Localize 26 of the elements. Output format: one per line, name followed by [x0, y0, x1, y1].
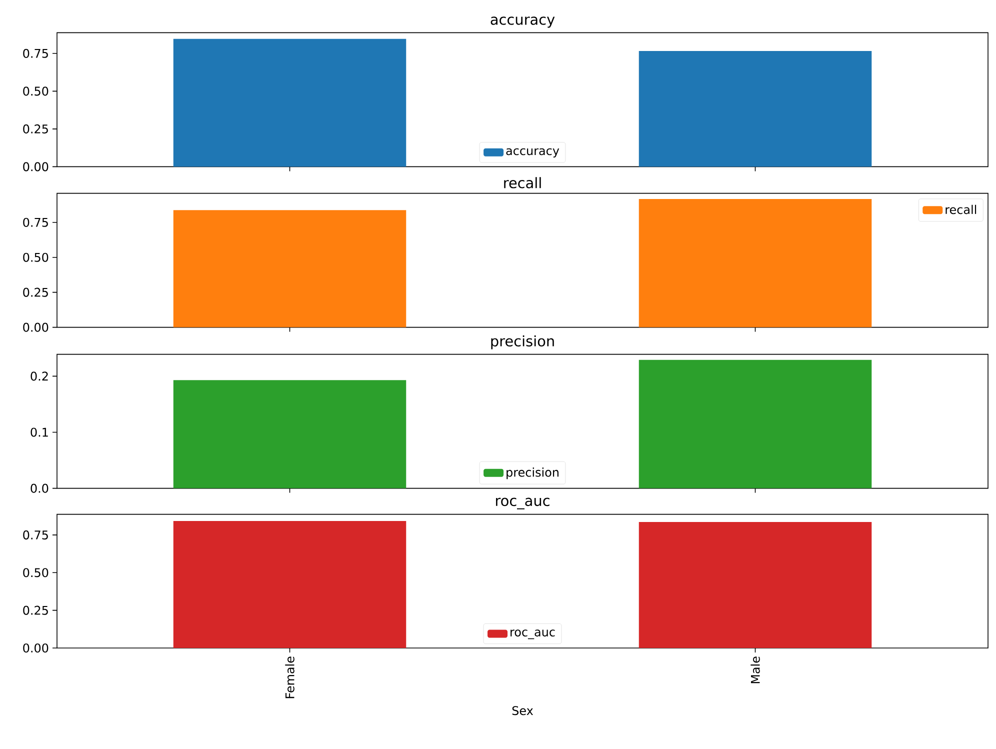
- x-axis-title: Sex: [512, 706, 534, 716]
- y-tick-label: 0.25: [23, 288, 48, 297]
- y-tick-label: 0.00: [23, 322, 48, 332]
- chart-title: precision: [491, 335, 554, 350]
- chart-title: recall: [504, 177, 541, 188]
- y-tick-label: 0.00: [23, 162, 48, 172]
- legend-label: precision: [506, 468, 558, 480]
- chart-title: roc_auc: [496, 498, 550, 510]
- y-tick-label: 0.2: [30, 372, 48, 381]
- y-tick-label: 0.50: [23, 86, 48, 96]
- chart-title: accuracy: [490, 16, 555, 28]
- y-tick-label: 0.75: [23, 48, 48, 58]
- y-tick-label: 0.25: [23, 606, 48, 615]
- legend-label: accuracy: [506, 148, 560, 158]
- y-tick-label: 0.00: [23, 643, 48, 653]
- y-tick-label: 0.0: [30, 484, 48, 493]
- x-tick-label: Male: [750, 656, 760, 684]
- y-tick-label: 0.75: [23, 530, 48, 540]
- x-tick-label: Female: [285, 656, 294, 698]
- y-tick-label: 0.25: [23, 124, 48, 134]
- y-tick-label: 0.50: [23, 252, 48, 262]
- y-tick-label: 0.1: [30, 428, 48, 437]
- legend-label: recall: [946, 204, 976, 214]
- y-tick-label: 0.50: [23, 568, 48, 578]
- legend-label: roc_auc: [510, 630, 555, 640]
- y-tick-label: 0.75: [23, 218, 48, 227]
